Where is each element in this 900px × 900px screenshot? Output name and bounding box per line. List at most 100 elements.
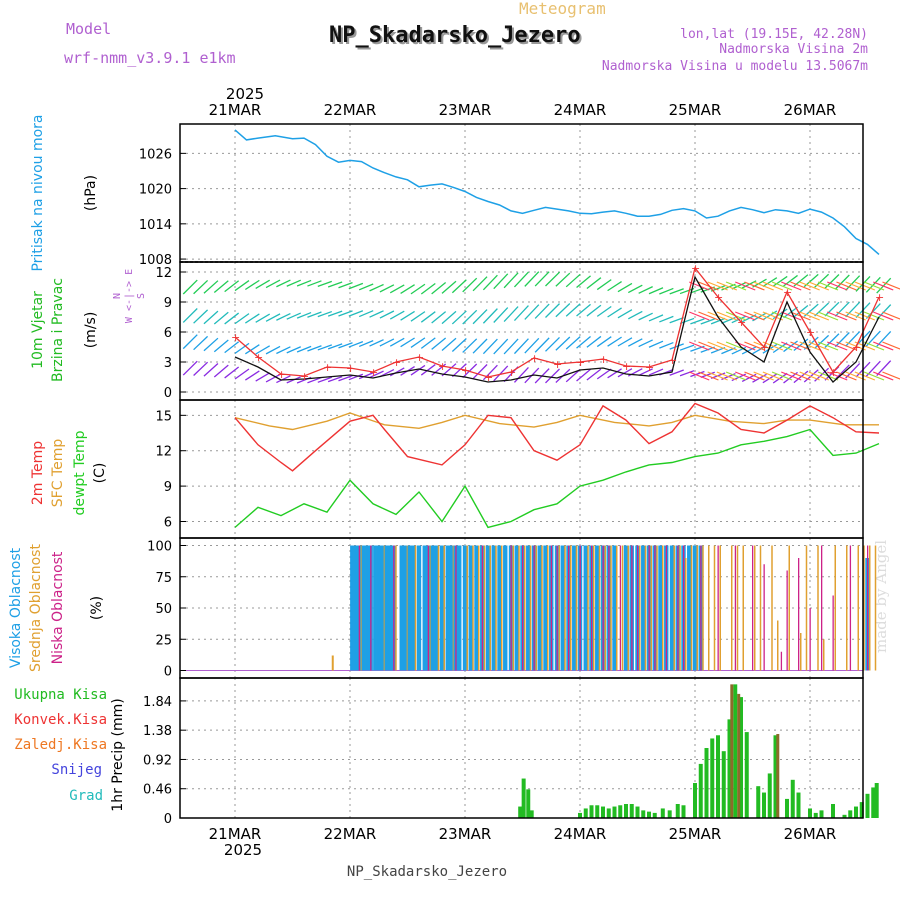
wind-gust-marker: + [254, 351, 263, 364]
precip-unit-label: 1hr Precip (mm) [110, 698, 126, 811]
wind-barb [565, 303, 581, 317]
wind-barb [389, 367, 405, 377]
high-cloud-bar [497, 545, 502, 671]
wind-barb [679, 344, 695, 351]
wind-barb [607, 281, 622, 292]
mid-cloud-bar [443, 545, 445, 671]
precip-total-bar [762, 792, 766, 818]
low-cloud-bar [665, 545, 668, 671]
precip-total-bar [727, 719, 732, 818]
wind-barb [389, 284, 405, 294]
wind-barb [772, 275, 788, 287]
low-cloud-bar [648, 545, 650, 671]
wind-barb [431, 311, 447, 324]
wind-barb-strong [716, 281, 738, 291]
wind-barb [865, 276, 881, 293]
wind-barb [451, 279, 467, 294]
precip-total-bar [583, 808, 588, 818]
wind-barb [420, 337, 436, 349]
wind-barb [317, 344, 333, 351]
wind-barb-strong [873, 311, 894, 321]
wind-barb [420, 282, 436, 295]
wind-barb [596, 305, 612, 317]
wind-barb [410, 364, 426, 376]
wind-barb-strong [817, 281, 839, 291]
wind-barb-strong [817, 341, 839, 351]
wind-barb [224, 366, 240, 379]
mid-cloud-bar [777, 620, 779, 671]
model-elevation-text: Nadmorska Visina u modelu 13.5067m [602, 59, 868, 74]
low-cloud-bar [654, 545, 656, 671]
wind-barb [441, 310, 457, 325]
mid-cloud-bar [575, 545, 578, 671]
mid-cloud-bar [817, 545, 819, 671]
panel-frame [179, 677, 864, 819]
precip-total-bar [874, 783, 879, 818]
wind-barb [586, 368, 602, 381]
y-tick-label: 1008 [139, 253, 172, 268]
precip-total-bar [773, 735, 778, 818]
wind-barb [876, 360, 892, 377]
wind-barb [286, 312, 302, 320]
mid-cloud-bar [656, 545, 658, 671]
precip-total-bar [710, 738, 715, 818]
mid-cloud-bar [483, 545, 486, 671]
low-cloud-bar [427, 545, 429, 671]
wind-barb-strong [725, 371, 747, 381]
wind-barb [193, 309, 209, 324]
precip-legend-entry: Zaledj.Kisa [14, 737, 107, 753]
wind-barb [679, 370, 695, 377]
mid-cloud-bar [535, 545, 537, 671]
wind-barb [276, 346, 291, 355]
wind-speed-line [234, 275, 880, 383]
precip-total-bar [618, 805, 623, 818]
wind-barb-strong [808, 341, 830, 351]
low-cloud-bar [867, 545, 869, 671]
precip-total-bar [652, 812, 657, 818]
top-day-label: 25MAR [669, 101, 722, 119]
temp-unit-label: (C) [92, 463, 108, 484]
precip-total-bar [756, 786, 761, 818]
wind-barb [307, 280, 322, 287]
high-cloud-label: Visoka Oblacnost [8, 547, 24, 668]
wind-barb [348, 282, 364, 290]
precip-total-bar [733, 684, 738, 818]
precip-total-bar [808, 808, 812, 818]
low-cloud-bar [798, 558, 800, 671]
wind-barb [503, 272, 519, 289]
wind-gust-marker: + [507, 366, 516, 379]
wind-barb [731, 281, 747, 290]
wind-barb [659, 315, 674, 323]
mid-cloud-bar [662, 545, 664, 671]
low-cloud-bar [832, 595, 834, 671]
precip-total-bar [612, 806, 617, 818]
wind-barb [193, 361, 209, 376]
wind-barb [596, 279, 612, 291]
y-tick-label: 12 [155, 266, 172, 281]
wind-barb [431, 337, 447, 350]
wind-barb [244, 313, 260, 324]
wind-barb [348, 373, 364, 381]
mid-cloud-bar [570, 545, 572, 671]
wind-barb [824, 301, 840, 317]
wind-barb [565, 273, 581, 288]
wind-barb [410, 311, 426, 322]
precip-total-bar [871, 787, 876, 818]
mid-cloud-bar [771, 545, 773, 671]
wind-barb [234, 313, 250, 325]
wind-barb-strong [863, 371, 885, 381]
wind-barb-strong [882, 281, 900, 290]
wind-gust-marker: + [599, 353, 608, 366]
high-cloud-bar [430, 545, 435, 671]
wind-barb-strong [735, 371, 756, 381]
mid-cloud-bar [406, 545, 409, 671]
y-tick-label: 1020 [139, 183, 172, 198]
wind-barb [493, 365, 509, 382]
wind-barb [213, 280, 229, 294]
wind-barb [224, 312, 240, 325]
wind-barb-strong [689, 281, 710, 291]
high-cloud-bar [491, 545, 496, 671]
wind-barb [255, 313, 271, 323]
wind-barb [700, 371, 715, 378]
mid-cloud-bar [708, 545, 710, 671]
